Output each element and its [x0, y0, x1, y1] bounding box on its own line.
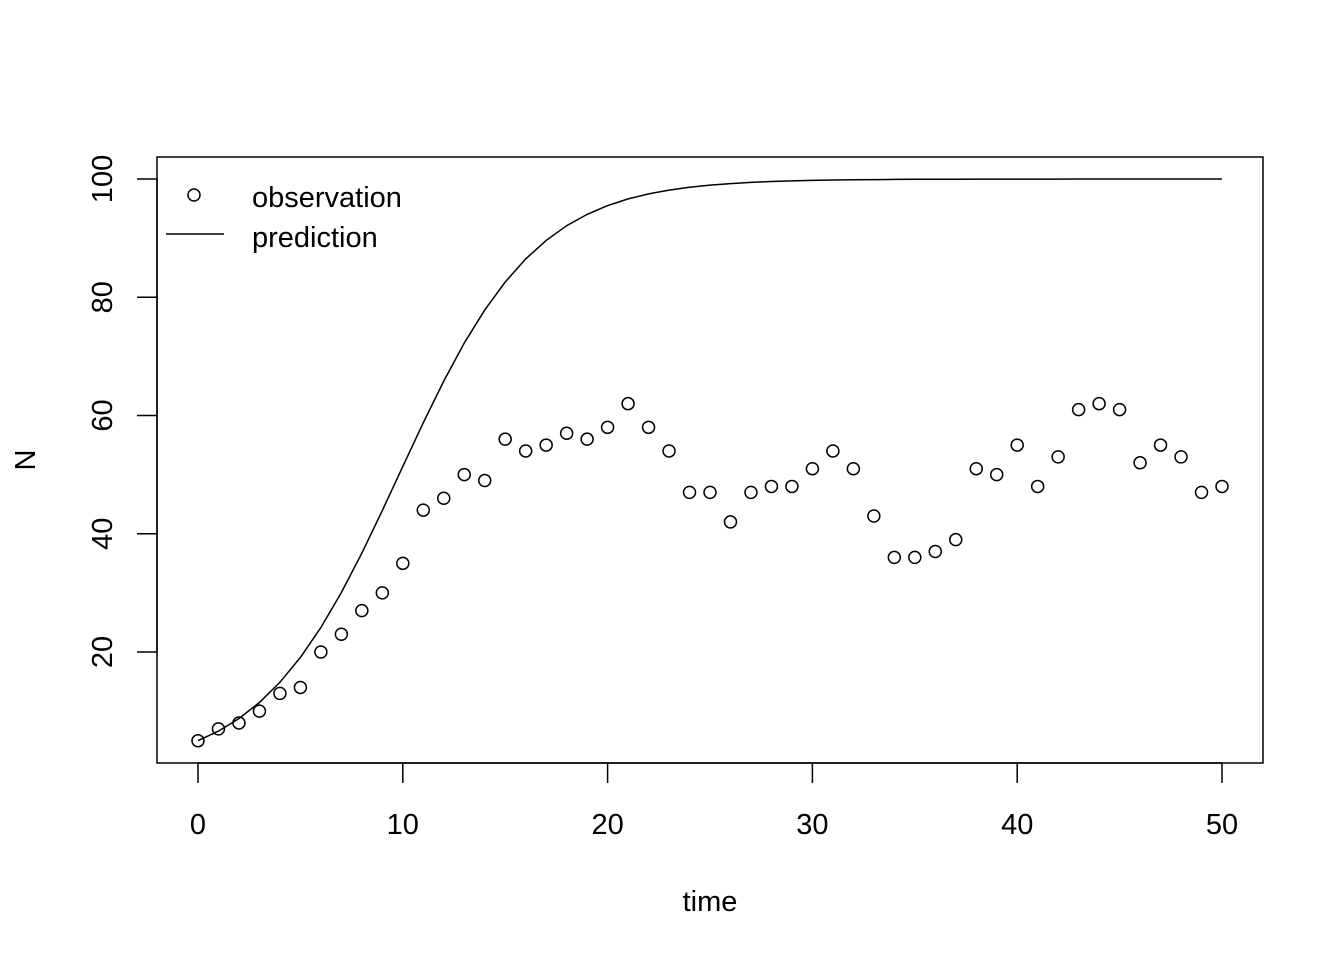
- observation-point: [1010, 438, 1024, 452]
- observation-point: [887, 550, 902, 565]
- observation-point: [1174, 450, 1188, 464]
- observation-point: [1153, 438, 1168, 452]
- prediction-line: [197, 178, 1222, 742]
- observation-point: [949, 532, 963, 547]
- observation-point: [518, 444, 533, 458]
- x-tick-label: 20: [591, 809, 623, 841]
- y-axis: 20 40 60 80 100: [87, 155, 158, 668]
- observation-point: [621, 396, 635, 411]
- y-tick-label: 100: [87, 155, 119, 203]
- observation-point: [477, 473, 492, 488]
- observation-point: [396, 556, 410, 571]
- observation-point: [498, 432, 512, 446]
- observation-point: [1194, 485, 1209, 500]
- x-tick-label: 40: [1001, 809, 1033, 841]
- legend-prediction-label: prediction: [252, 222, 378, 254]
- observation-point: [191, 733, 205, 748]
- x-axis: 0 10 20 30 40 50: [190, 762, 1238, 841]
- y-axis-label: N: [10, 450, 42, 471]
- y-tick-label: 60: [87, 399, 119, 431]
- observation-point: [252, 704, 267, 718]
- observation-point: [580, 432, 594, 446]
- x-tick-label: 0: [190, 809, 206, 841]
- observation-point: [437, 491, 451, 506]
- observation-point: [375, 586, 390, 600]
- x-tick-label: 10: [387, 809, 419, 841]
- observation-point: [1051, 450, 1065, 464]
- observation-point: [928, 544, 943, 559]
- observation-point: [662, 444, 676, 458]
- observation-point: [1133, 456, 1147, 470]
- observation-point: [989, 467, 1004, 482]
- observation-point: [744, 485, 758, 500]
- observation-point: [682, 485, 697, 500]
- legend: observation prediction: [166, 182, 402, 254]
- observation-point: [273, 686, 287, 701]
- observation-point: [826, 444, 840, 458]
- observation-points: [191, 396, 1229, 748]
- observation-point: [1071, 402, 1086, 417]
- legend-observation-label: observation: [252, 182, 402, 214]
- observation-point: [1030, 479, 1045, 494]
- observation-point: [703, 485, 717, 500]
- x-tick-label: 50: [1206, 809, 1238, 841]
- legend-observation-marker: [187, 188, 201, 202]
- observation-point: [293, 680, 308, 695]
- observation-point: [416, 503, 431, 517]
- observation-point: [559, 426, 574, 440]
- y-tick-label: 80: [87, 281, 119, 313]
- observation-point: [600, 420, 615, 435]
- observation-point: [641, 420, 656, 435]
- observation-point: [785, 479, 799, 494]
- observation-point: [908, 550, 922, 565]
- observation-point: [334, 627, 349, 642]
- observation-point: [355, 603, 369, 618]
- observation-point: [1215, 479, 1229, 494]
- observation-point: [539, 438, 553, 452]
- observation-point: [846, 461, 861, 476]
- y-tick-label: 20: [87, 636, 119, 668]
- x-axis-label: time: [683, 886, 738, 918]
- observation-point: [764, 479, 779, 494]
- observation-point: [805, 461, 820, 476]
- x-tick-label: 30: [796, 809, 828, 841]
- y-tick-label: 40: [87, 518, 119, 550]
- observation-point: [867, 509, 881, 523]
- observation-point: [232, 716, 246, 730]
- observation-point: [969, 461, 983, 476]
- observation-point: [1092, 396, 1106, 411]
- observation-point: [211, 722, 226, 736]
- observation-point: [457, 467, 471, 482]
- observation-point: [1112, 402, 1127, 417]
- observation-point: [314, 645, 328, 659]
- observation-point: [723, 515, 738, 529]
